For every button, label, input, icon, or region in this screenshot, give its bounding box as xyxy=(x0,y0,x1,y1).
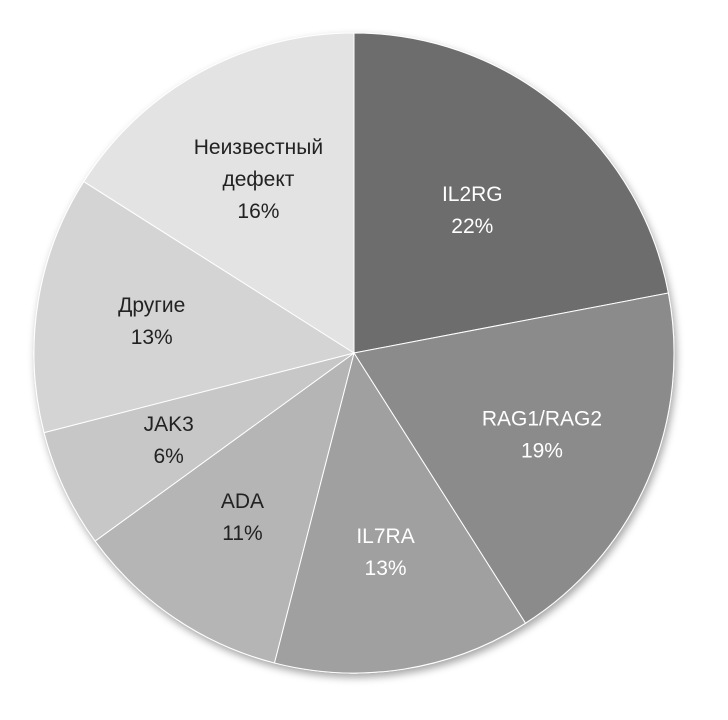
slice-value-label: 19% xyxy=(521,439,563,462)
pie-slices xyxy=(33,32,675,674)
slice-category-label: Другие xyxy=(118,294,185,317)
pie-slice-jak3 xyxy=(43,352,355,542)
slice-label-rag1-rag2: RAG1/RAG2 19% xyxy=(482,407,602,462)
slice-label-jak3: JAK3 6% xyxy=(144,413,194,468)
slice-label-il2rg: IL2RG 22% xyxy=(442,183,503,238)
slice-value-label: 16% xyxy=(237,200,279,223)
slice-label-il7ra: IL7RA 13% xyxy=(356,525,414,580)
slice-value-label: 22% xyxy=(451,215,493,238)
slice-label-ada: ADA 11% xyxy=(221,490,264,545)
slice-value-label: 13% xyxy=(131,326,173,349)
pie-slice-ada xyxy=(94,351,355,664)
slice-category-label: JAK3 xyxy=(144,413,194,436)
pie-slice-другие xyxy=(33,180,356,434)
slice-category-label: Неизвестный xyxy=(194,136,323,159)
slice-category-label: IL2RG xyxy=(442,183,503,206)
slice-category-label: дефект xyxy=(222,168,294,191)
slice-category-label: IL7RA xyxy=(356,525,414,548)
pie-slice-il2rg xyxy=(353,32,669,354)
slice-value-label: 6% xyxy=(154,445,184,468)
pie-labels: IL2RG 22% RAG1/RAG2 19% IL7RA 13% ADA 11% JAK3 6%… xyxy=(118,136,602,580)
pie-slice-неизвестный-дефект xyxy=(83,32,355,354)
pie-slice-rag1-rag2 xyxy=(353,292,675,624)
slice-category-label: ADA xyxy=(221,490,264,513)
slice-category-label: RAG1/RAG2 xyxy=(482,407,602,430)
slice-label-другие: Другие 13% xyxy=(118,294,185,349)
pie-slice-il7ra xyxy=(273,351,527,674)
slice-label-неизвестный-дефект: Неизвестный дефект 16% xyxy=(194,136,323,223)
slice-value-label: 13% xyxy=(365,557,407,580)
slice-value-label: 11% xyxy=(222,522,262,545)
